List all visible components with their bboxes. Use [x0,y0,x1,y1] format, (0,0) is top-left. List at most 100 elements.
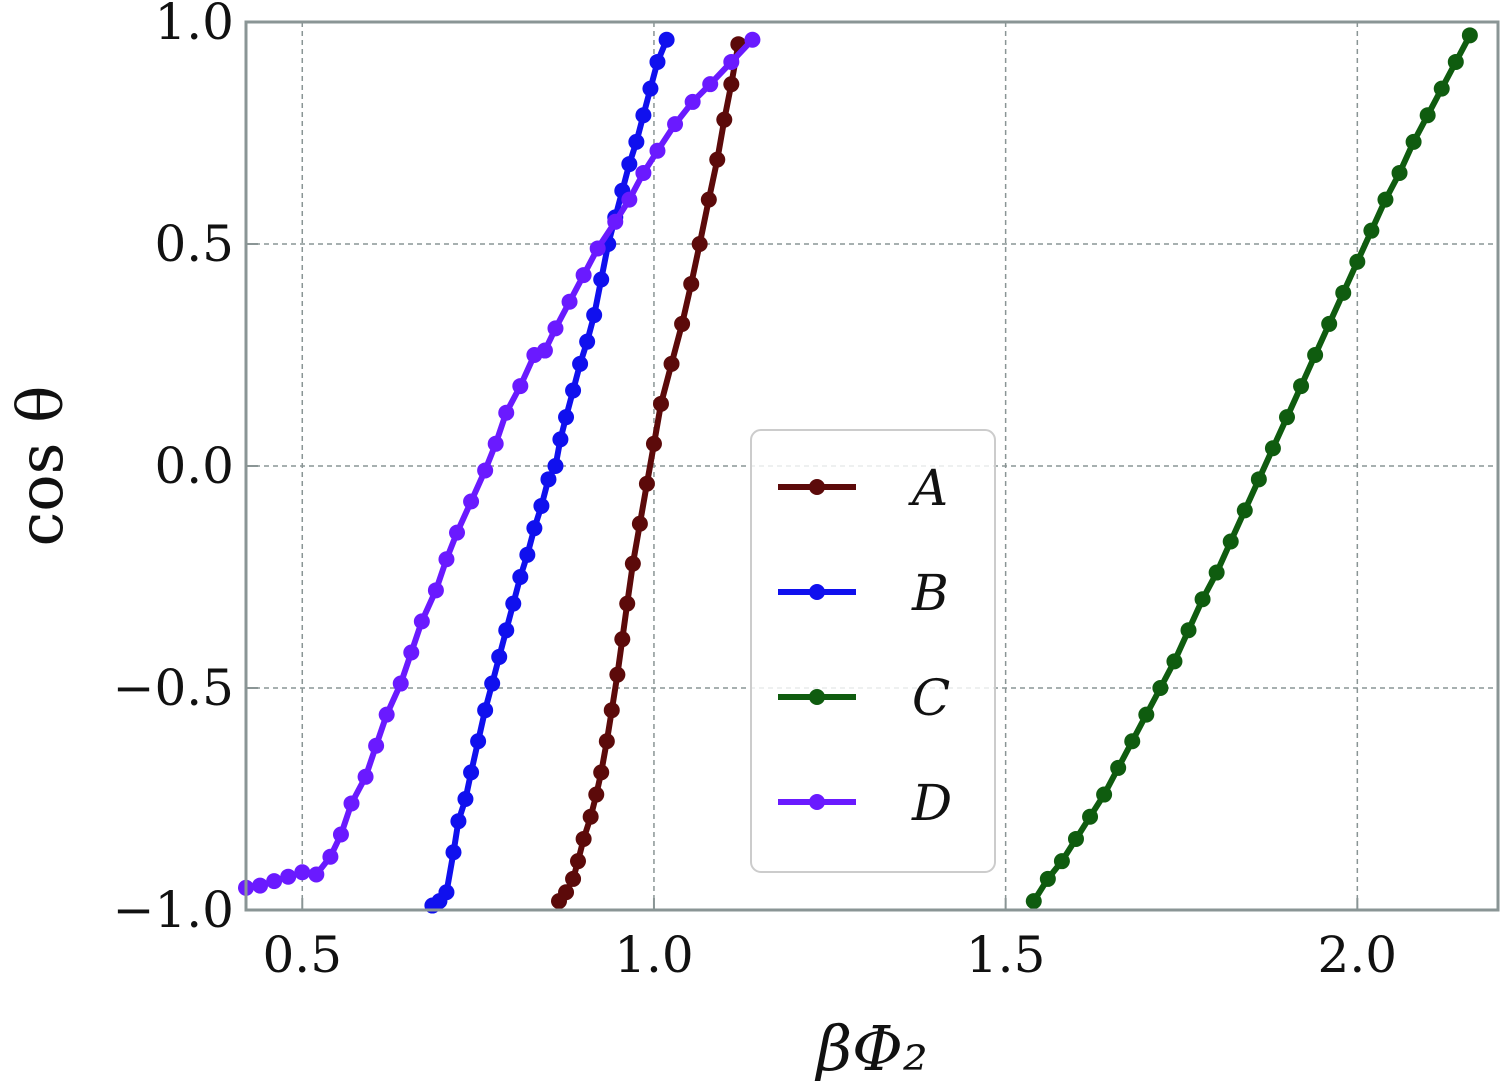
data-point [691,236,708,252]
legend-marker [809,794,825,810]
data-point [723,76,740,93]
data-point [280,868,297,885]
series-B [424,31,675,914]
data-point [266,873,283,890]
data-point [1307,347,1324,363]
data-point [1405,133,1422,150]
data-point [619,595,636,612]
data-point [438,884,455,901]
data-point [378,706,395,723]
data-point [572,355,589,372]
data-point [498,622,515,639]
data-point [1152,680,1169,696]
data-point [547,320,564,337]
data-point [438,551,455,568]
data-point [1250,471,1267,488]
data-point [1363,222,1380,239]
data-point [536,342,553,359]
data-point [614,631,631,648]
legend-label: C [912,669,950,727]
data-point [1208,564,1225,581]
data-point [1419,107,1436,124]
y-tick-label: 0.5 [154,215,234,273]
x-axis-label: βΦ₂ [814,1012,928,1081]
data-point [561,293,578,310]
legend-marker [809,689,825,705]
data-point [1349,253,1366,270]
data-point [1433,80,1450,97]
y-axis-label: cos θ [4,386,77,547]
data-point [357,768,374,785]
legend-label: D [911,774,952,832]
data-point [635,164,652,181]
data-point [1138,706,1155,723]
data-point [1110,759,1127,776]
data-point [588,786,605,803]
data-point [1124,733,1141,750]
x-tick-label: 1.5 [966,926,1046,984]
data-point [526,520,543,537]
data-point [683,275,700,292]
data-point [575,830,592,847]
data-point [674,315,691,332]
data-point [1236,502,1253,519]
data-point [519,546,536,563]
data-point [1222,533,1239,550]
data-point [463,764,480,781]
data-point [1067,830,1084,847]
data-point [368,737,385,754]
y-tick-label: 1.0 [154,0,234,51]
data-point [684,93,701,110]
data-point [1391,164,1408,181]
data-point [558,884,575,901]
data-point [308,866,325,883]
data-point [449,524,466,541]
series-line [1030,32,1473,905]
data-point [332,826,349,843]
data-point [392,675,409,692]
data-point [540,471,557,488]
data-point [505,595,522,612]
data-point [569,853,586,870]
x-tick-label: 2.0 [1318,926,1398,984]
series-A [551,36,747,910]
data-point [621,191,638,208]
data-point [579,333,596,350]
data-point [1264,440,1281,457]
data-point [445,844,462,861]
data-point [477,462,494,479]
data-point [603,702,620,719]
data-point [635,107,652,124]
data-point [663,355,680,372]
data-point [1321,315,1338,332]
data-point [621,156,638,173]
data-point [593,271,610,288]
data-point [1039,870,1056,887]
data-point [552,431,569,448]
data-point [427,582,444,599]
ticks: 0.5 1.0 1.5 2.0 −1.0 −0.5 0.0 0.5 1.0 [113,0,1398,984]
data-point [645,435,662,452]
series-layer [238,27,1478,914]
data-point [658,31,675,48]
data-point [487,435,504,452]
data-point [593,764,610,781]
data-point [533,497,550,514]
legend-marker [809,584,825,600]
data-point [716,111,733,128]
data-point [463,493,480,510]
data-point [565,382,582,399]
data-point [652,395,669,412]
series-line [243,36,756,891]
data-point [484,675,501,692]
legend-marker [809,479,825,495]
data-point [624,555,641,572]
data-point [343,795,360,812]
data-point [1278,409,1295,426]
legend-box [750,429,996,873]
data-point [1194,591,1211,608]
data-point [589,240,606,257]
x-tick-label: 1.0 [614,926,694,984]
data-point [609,666,626,683]
